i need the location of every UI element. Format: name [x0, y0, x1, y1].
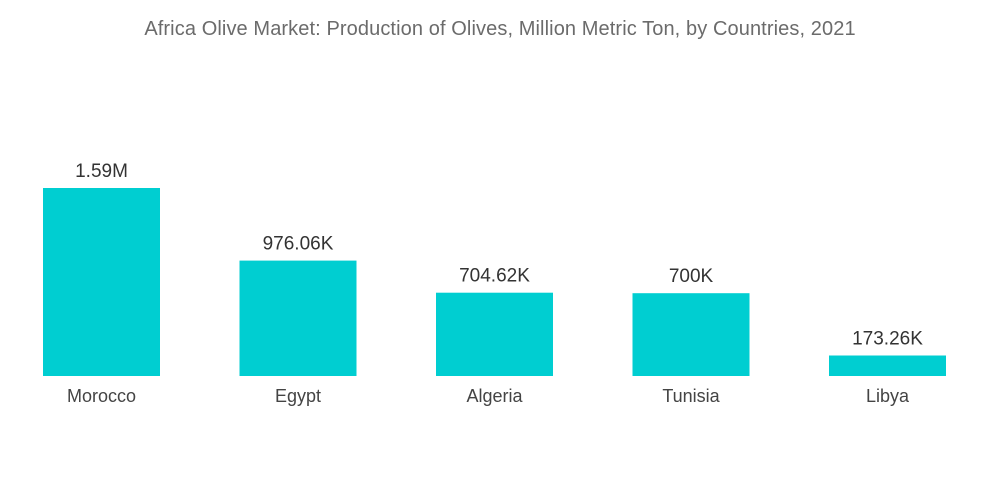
- bar-tunisia: [632, 293, 750, 376]
- value-label-egypt: 976.06K: [263, 234, 334, 255]
- value-labels-group: 1.59M 976.06K 704.62K 700K 173.26K: [75, 161, 923, 350]
- value-label-algeria: 704.62K: [459, 266, 530, 287]
- bar-algeria: [436, 292, 553, 376]
- category-label-morocco: Morocco: [67, 386, 136, 406]
- value-label-tunisia: 700K: [669, 266, 714, 287]
- category-labels-group: Morocco Egypt Algeria Tunisia Libya: [67, 386, 910, 406]
- bar-morocco: [43, 188, 160, 376]
- value-label-libya: 173.26K: [852, 329, 923, 350]
- category-label-egypt: Egypt: [275, 386, 321, 406]
- category-label-algeria: Algeria: [466, 386, 523, 406]
- value-label-morocco: 1.59M: [75, 161, 128, 182]
- bars-group: [43, 188, 946, 376]
- bar-libya: [829, 355, 946, 376]
- category-label-tunisia: Tunisia: [662, 386, 720, 406]
- bar-egypt: [239, 260, 357, 376]
- category-label-libya: Libya: [866, 386, 910, 406]
- chart-title: Africa Olive Market: Production of Olive…: [144, 18, 856, 40]
